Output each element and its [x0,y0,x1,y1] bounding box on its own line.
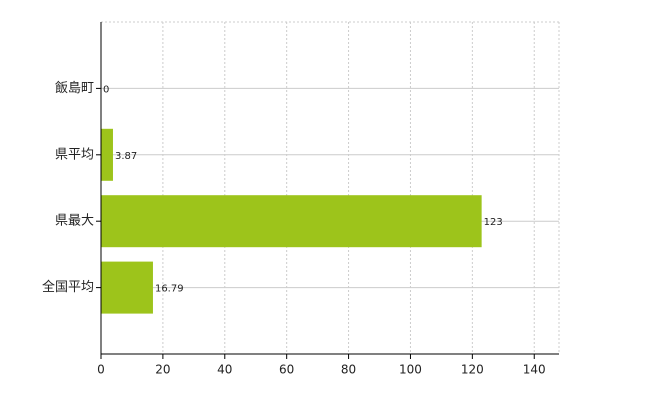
x-tick-label: 40 [217,363,232,377]
value-label: 0 [103,84,109,95]
x-tick-label: 140 [523,363,546,377]
y-tick-label: 県平均 [55,147,94,162]
bar [101,128,113,181]
y-tick-label: 飯島町 [55,81,94,96]
x-tick-label: 120 [461,363,484,377]
value-label: 3.87 [115,151,137,162]
y-tick-label: 県最大 [55,214,94,229]
x-tick-label: 80 [341,363,356,377]
y-tick-label: 全国平均 [42,279,94,295]
bar [101,195,482,248]
x-tick-label: 100 [399,363,422,377]
value-label: 123 [484,217,503,228]
x-tick-label: 0 [97,363,105,377]
value-label: 16.79 [155,284,184,295]
x-tick-label: 60 [279,363,294,377]
x-tick-label: 20 [155,363,170,377]
bar [101,261,153,314]
